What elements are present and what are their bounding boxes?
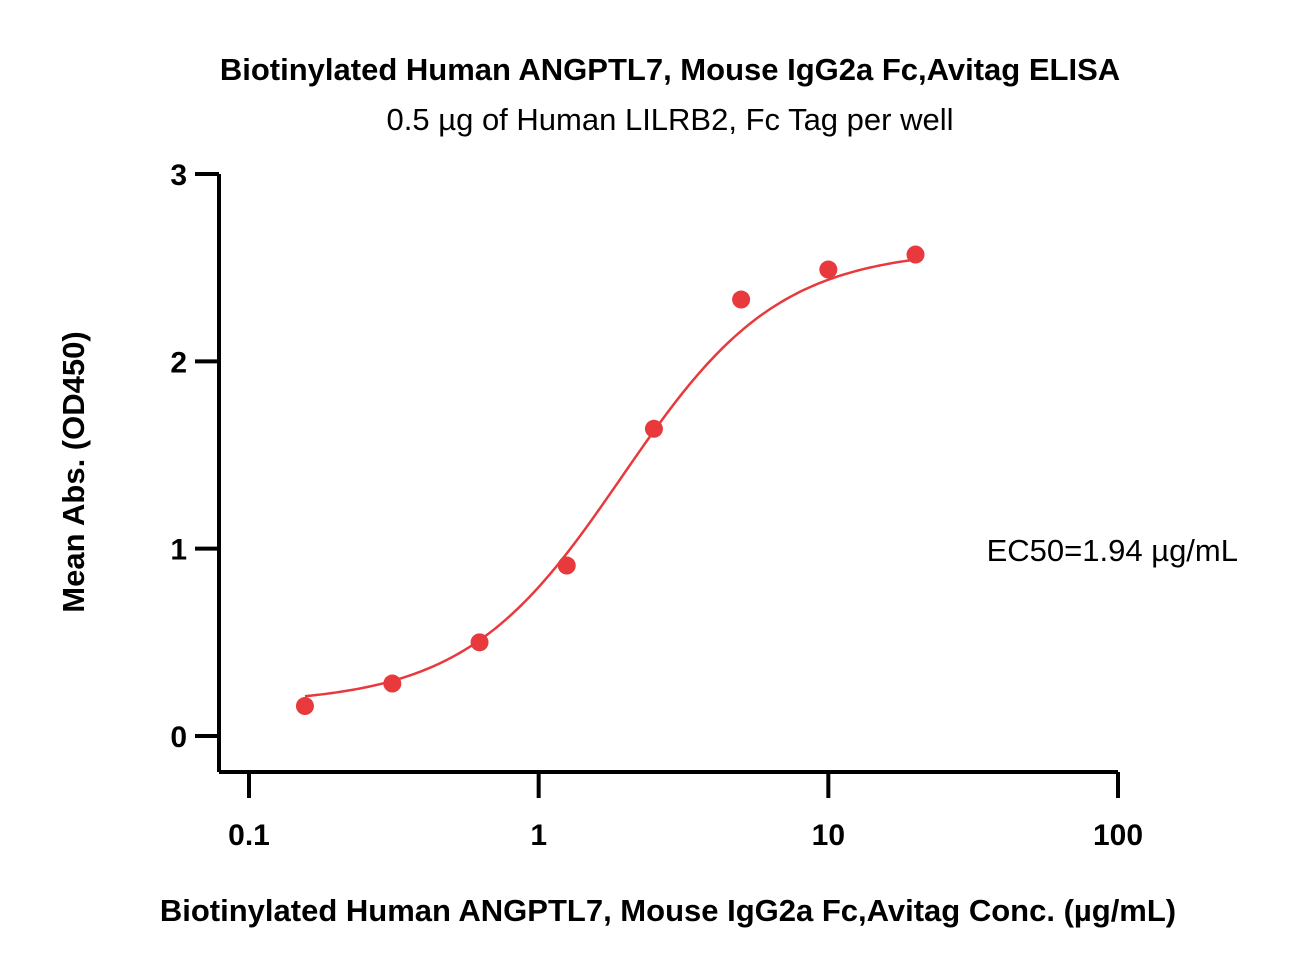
fit-curve-layer xyxy=(304,258,916,698)
y-axis-label: Mean Abs. (OD450) xyxy=(56,331,91,612)
data-point xyxy=(819,260,838,279)
y-tick-label: 1 xyxy=(170,534,187,567)
data-point xyxy=(470,633,489,652)
ec50-annotation: EC50=1.94 µg/mL xyxy=(987,533,1238,568)
x-axis: 0.1 1 10 100 xyxy=(219,770,1143,852)
data-point xyxy=(732,290,751,309)
x-axis-label: Biotinylated Human ANGPTL7, Mouse IgG2a … xyxy=(160,893,1176,928)
data-point xyxy=(383,674,402,693)
data-point xyxy=(295,697,314,716)
data-point xyxy=(644,419,663,438)
data-point xyxy=(906,245,925,264)
x-tick-label: 0.1 xyxy=(228,819,270,852)
x-tick-label: 100 xyxy=(1093,819,1143,852)
y-tick-label: 0 xyxy=(170,721,187,754)
y-tick-label: 3 xyxy=(170,159,187,192)
fit-curve xyxy=(304,258,916,698)
data-point xyxy=(557,556,576,575)
x-tick-label: 10 xyxy=(812,819,845,852)
chart-subtitle: 0.5 µg of Human LILRB2, Fc Tag per well xyxy=(387,102,954,137)
y-axis: 0 1 2 3 xyxy=(170,159,221,772)
data-points xyxy=(295,245,925,716)
x-tick-label: 1 xyxy=(530,819,547,852)
chart-title: Biotinylated Human ANGPTL7, Mouse IgG2a … xyxy=(220,52,1120,87)
y-tick-label: 2 xyxy=(170,346,187,379)
